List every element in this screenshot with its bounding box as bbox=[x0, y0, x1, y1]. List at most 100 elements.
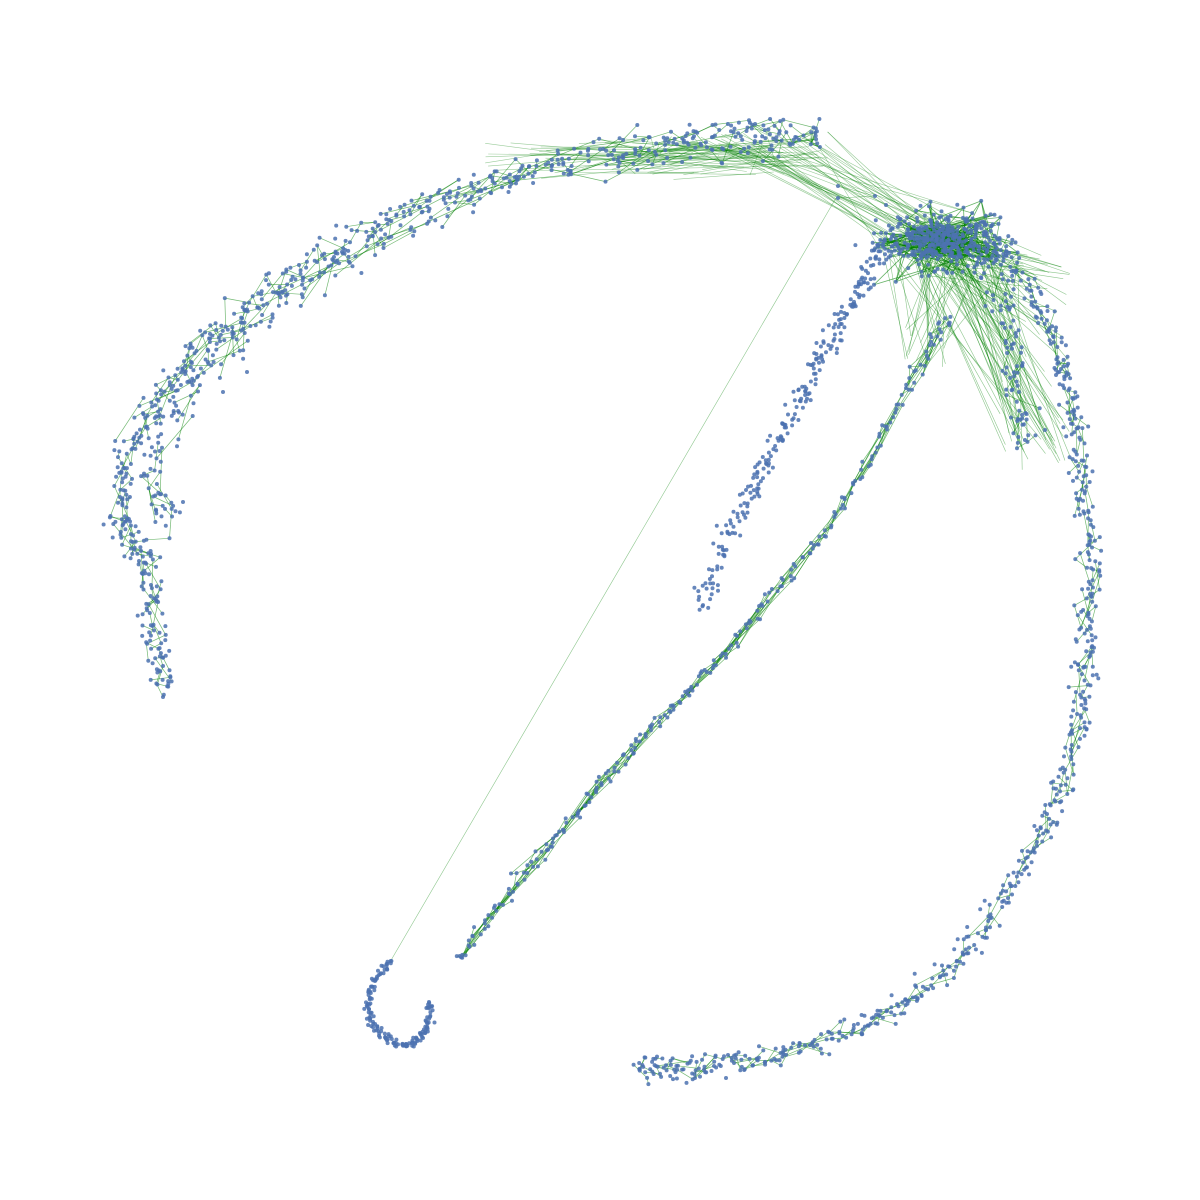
graph-node bbox=[754, 1057, 759, 1062]
graph-node bbox=[1079, 458, 1084, 463]
graph-node bbox=[750, 122, 755, 127]
graph-node bbox=[692, 134, 696, 139]
graph-node bbox=[918, 203, 923, 208]
graph-node bbox=[985, 248, 990, 253]
graph-edge bbox=[209, 339, 225, 343]
graph-node bbox=[778, 119, 783, 124]
graph-edge bbox=[702, 158, 808, 167]
graph-edge bbox=[983, 272, 1014, 306]
graph-node bbox=[746, 484, 750, 489]
graph-node bbox=[377, 1035, 382, 1040]
graph-edge bbox=[750, 605, 763, 623]
graph-node bbox=[637, 739, 642, 744]
graph-node bbox=[624, 151, 629, 156]
graph-node bbox=[384, 217, 389, 222]
graph-node bbox=[1048, 341, 1053, 346]
graph-node bbox=[839, 506, 844, 511]
graph-node bbox=[710, 586, 715, 591]
graph-node bbox=[949, 259, 954, 264]
graph-node bbox=[334, 260, 338, 265]
graph-edge bbox=[1016, 441, 1028, 449]
graph-edge bbox=[302, 253, 325, 278]
graph-node bbox=[1041, 831, 1046, 836]
graph-node bbox=[758, 617, 762, 622]
graph-node bbox=[156, 398, 161, 403]
graph-node bbox=[851, 1023, 856, 1027]
graph-node bbox=[167, 380, 172, 385]
graph-node bbox=[919, 256, 924, 261]
graph-node bbox=[646, 1082, 651, 1087]
graph-node bbox=[889, 1005, 894, 1010]
graph-edge bbox=[743, 132, 885, 240]
graph-node bbox=[996, 896, 1001, 901]
graph-edge bbox=[879, 370, 917, 434]
graph-node bbox=[116, 500, 120, 505]
graph-node bbox=[210, 333, 215, 338]
graph-node bbox=[779, 138, 784, 143]
graph-edge bbox=[697, 124, 713, 134]
graph-node bbox=[965, 925, 970, 929]
graph-node bbox=[774, 135, 779, 140]
graph-edge bbox=[530, 147, 744, 151]
graph-node bbox=[378, 211, 383, 216]
graph-node bbox=[1015, 364, 1019, 369]
graph-node bbox=[365, 238, 370, 243]
graph-node bbox=[1023, 856, 1028, 861]
graph-node bbox=[1033, 314, 1038, 319]
graph-node bbox=[797, 1041, 802, 1046]
graph-edge bbox=[335, 238, 382, 276]
graph-node bbox=[183, 363, 188, 368]
graph-node bbox=[884, 1009, 889, 1014]
graph-node bbox=[172, 400, 177, 405]
graph-node bbox=[1013, 240, 1018, 245]
graph-node bbox=[743, 622, 748, 627]
graph-node bbox=[907, 221, 911, 226]
graph-node bbox=[710, 666, 715, 671]
graph-node bbox=[969, 228, 974, 233]
graph-edge bbox=[1074, 500, 1079, 516]
graph-edge bbox=[286, 269, 311, 281]
graph-node bbox=[769, 587, 774, 591]
graph-node bbox=[369, 976, 374, 981]
graph-node bbox=[1074, 452, 1079, 457]
graph-node bbox=[1066, 685, 1071, 690]
graph-node bbox=[1082, 733, 1087, 738]
graph-node bbox=[984, 290, 989, 295]
graph-node bbox=[1058, 783, 1063, 788]
graph-node bbox=[376, 968, 380, 973]
graph-node bbox=[817, 368, 822, 373]
graph-node bbox=[158, 388, 163, 393]
graph-node bbox=[758, 479, 763, 484]
graph-node bbox=[672, 136, 677, 141]
graph-edge bbox=[570, 158, 614, 175]
graph-node bbox=[671, 140, 676, 145]
graph-node bbox=[1057, 402, 1062, 407]
graph-edge bbox=[224, 298, 227, 327]
graph-node bbox=[183, 344, 188, 349]
graph-node bbox=[674, 142, 679, 147]
graph-node bbox=[1020, 848, 1024, 853]
graph-node bbox=[137, 559, 141, 563]
graph-node bbox=[1071, 407, 1076, 412]
graph-node bbox=[563, 816, 568, 821]
graph-node bbox=[657, 720, 662, 725]
graph-node bbox=[938, 974, 943, 979]
graph-node bbox=[696, 674, 701, 679]
graph-node bbox=[781, 117, 786, 122]
graph-edge bbox=[527, 851, 536, 866]
graph-node bbox=[1043, 428, 1047, 432]
graph-node bbox=[177, 510, 182, 515]
graph-node bbox=[1054, 325, 1058, 330]
graph-node bbox=[198, 366, 203, 371]
graph-node bbox=[736, 120, 741, 125]
graph-node bbox=[1077, 469, 1082, 474]
graph-edge bbox=[545, 831, 565, 860]
graph-node bbox=[758, 139, 763, 144]
graph-node bbox=[1071, 478, 1075, 483]
graph-node bbox=[146, 486, 151, 491]
graph-node bbox=[893, 410, 898, 415]
graph-edge bbox=[348, 245, 367, 258]
graph-node bbox=[530, 174, 535, 179]
graph-node bbox=[674, 1064, 679, 1068]
graph-node bbox=[297, 263, 301, 267]
